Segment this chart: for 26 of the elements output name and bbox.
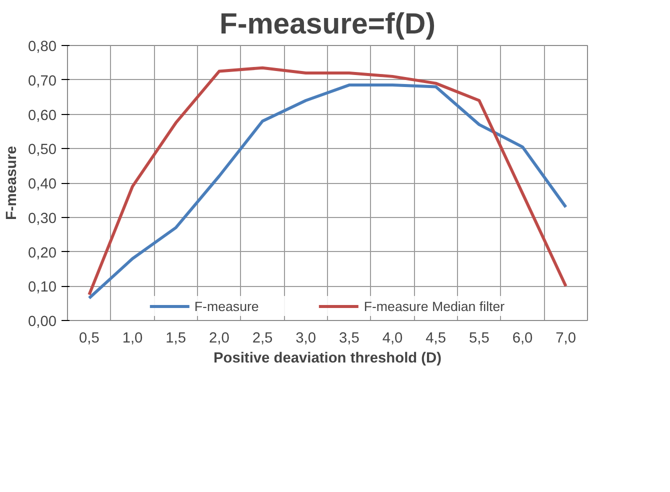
chart-title: F-measure=f(D): [220, 8, 436, 40]
x-tick-label: 2,0: [208, 330, 230, 346]
x-tick-label: 1,0: [122, 330, 143, 346]
y-tick-label: 0,70: [28, 73, 57, 90]
y-tick-label: 0,10: [28, 280, 57, 296]
x-tick-label: 7,0: [556, 330, 576, 346]
x-tick-label: 6,0: [512, 330, 533, 346]
x-axis-title: Positive deaviation threshold (D): [213, 350, 442, 366]
x-tick-label: 3,5: [338, 330, 360, 346]
x-tick-label: 3,0: [296, 330, 316, 346]
legend-label: F-measure: [194, 298, 259, 314]
legend-label: F-measure Median filter: [364, 298, 505, 314]
y-tick-label: 0,00: [28, 314, 57, 330]
y-axis-title: F-measure: [4, 146, 20, 220]
y-tick-label: 0,30: [28, 210, 57, 227]
y-tick-label: 0,50: [28, 142, 57, 158]
x-tick-label: 5,5: [468, 330, 490, 346]
x-tick-label: 2,5: [252, 330, 273, 346]
x-tick-label: 4,5: [426, 330, 446, 346]
y-tick-label: 0,80: [28, 39, 57, 55]
x-tick-label: 0,5: [78, 330, 100, 346]
x-tick-label: 1,5: [166, 330, 186, 346]
x-tick-label: 4,0: [382, 330, 403, 346]
y-tick-label: 0,40: [28, 176, 57, 192]
y-tick-label: 0,20: [28, 245, 57, 262]
y-tick-label: 0,60: [28, 108, 57, 124]
